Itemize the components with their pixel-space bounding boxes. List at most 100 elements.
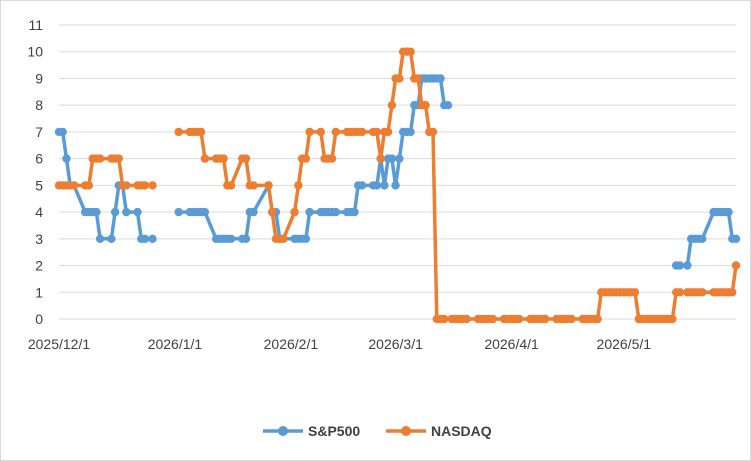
data-point-sp500: [62, 154, 71, 163]
legend-item-nasdaq: NASDAQ: [386, 423, 492, 439]
data-point-sp500: [698, 234, 707, 243]
data-point-sp500: [391, 181, 400, 190]
data-point-nasdaq: [95, 154, 105, 163]
legend-label: S&P500: [308, 423, 360, 439]
y-tick-label: 4: [35, 204, 43, 220]
x-tick-label: 2026/3/1: [368, 336, 423, 352]
data-point-nasdaq: [630, 288, 640, 297]
y-tick-label: 7: [35, 124, 43, 140]
y-tick-label: 10: [27, 44, 43, 60]
y-tick-label: 3: [35, 231, 43, 247]
x-tick-label: 2026/2/1: [264, 336, 319, 352]
data-point-sp500: [107, 234, 116, 243]
data-point-nasdaq: [148, 181, 157, 190]
data-point-sp500: [683, 261, 692, 270]
y-tick-label: 11: [28, 17, 43, 33]
data-point-nasdaq: [514, 314, 524, 324]
data-point-sp500: [731, 234, 741, 243]
data-point-sp500: [350, 207, 359, 217]
data-point-nasdaq: [327, 154, 337, 163]
data-point-nasdaq: [122, 181, 131, 190]
y-tick-label: 6: [35, 151, 43, 167]
data-point-nasdaq: [383, 127, 393, 137]
data-point-sp500: [226, 234, 236, 243]
data-point-nasdaq: [675, 288, 685, 297]
data-point-nasdaq: [698, 288, 707, 297]
data-point-nasdaq: [357, 127, 367, 137]
data-point-sp500: [406, 127, 415, 137]
data-point-sp500: [436, 74, 445, 83]
data-point-nasdaq: [406, 47, 415, 56]
data-point-nasdaq: [264, 181, 273, 190]
y-tick-label: 1: [35, 284, 43, 300]
data-point-sp500: [200, 207, 210, 217]
data-point-nasdaq: [428, 127, 438, 137]
data-point-sp500: [372, 181, 382, 190]
data-point-sp500: [249, 207, 258, 217]
legend-label: NASDAQ: [431, 423, 492, 439]
data-point-nasdaq: [316, 127, 325, 137]
data-point-sp500: [92, 207, 101, 217]
legend-swatch-marker: [401, 426, 411, 436]
data-point-sp500: [395, 154, 404, 163]
data-point-sp500: [380, 181, 389, 190]
legend-swatch-marker: [278, 426, 288, 436]
data-point-nasdaq: [372, 127, 382, 137]
data-point-nasdaq: [413, 74, 423, 83]
data-point-sp500: [95, 234, 105, 243]
data-point-sp500: [241, 234, 251, 243]
data-point-sp500: [148, 234, 157, 243]
data-point-sp500: [387, 154, 397, 163]
data-point-nasdaq: [541, 314, 550, 324]
data-point-nasdaq: [114, 154, 124, 163]
data-point-nasdaq: [84, 181, 94, 190]
y-axis: 0 1 2 3 4 5 6 7 8 9 10 11: [27, 17, 43, 327]
x-tick-label: 2026/4/1: [484, 336, 539, 352]
data-point-nasdaq: [728, 288, 737, 297]
data-point-nasdaq: [174, 127, 183, 137]
y-tick-label: 5: [35, 177, 43, 193]
data-point-nasdaq: [376, 154, 385, 163]
data-point-nasdaq: [462, 314, 471, 324]
data-point-nasdaq: [731, 261, 741, 270]
data-point-nasdaq: [421, 101, 430, 110]
data-point-sp500: [301, 234, 311, 243]
series-group: [54, 47, 741, 324]
data-point-sp500: [443, 101, 453, 110]
y-tick-label: 8: [35, 97, 43, 113]
y-tick-label: 9: [35, 70, 43, 86]
data-point-sp500: [110, 207, 120, 217]
data-point-nasdaq: [249, 181, 258, 190]
data-point-nasdaq: [593, 314, 602, 324]
data-point-nasdaq: [219, 154, 228, 163]
data-point-nasdaq: [331, 127, 340, 137]
series-sp500: [54, 74, 741, 270]
data-point-sp500: [133, 207, 142, 217]
data-point-nasdaq: [294, 181, 303, 190]
data-point-nasdaq: [140, 181, 150, 190]
data-point-nasdaq: [488, 314, 498, 324]
x-tick-label: 2026/1/1: [148, 336, 203, 352]
data-point-nasdaq: [395, 74, 404, 83]
data-point-nasdaq: [301, 154, 311, 163]
data-point-nasdaq: [305, 127, 314, 137]
data-point-sp500: [174, 207, 183, 217]
data-point-nasdaq: [241, 154, 251, 163]
data-point-nasdaq: [69, 181, 79, 190]
legend-item-sp500: S&P500: [263, 423, 360, 439]
data-point-nasdaq: [196, 127, 206, 137]
data-point-nasdaq: [226, 181, 236, 190]
data-point-nasdaq: [200, 154, 210, 163]
data-point-nasdaq: [387, 101, 397, 110]
data-point-sp500: [675, 261, 685, 270]
data-point-nasdaq: [279, 234, 288, 243]
series-nasdaq: [54, 47, 741, 324]
y-tick-label: 0: [35, 311, 43, 327]
data-point-nasdaq: [567, 314, 576, 324]
x-tick-label: 2026/5/1: [597, 336, 652, 352]
data-point-sp500: [58, 127, 67, 137]
data-point-nasdaq: [268, 207, 277, 217]
data-point-sp500: [122, 207, 131, 217]
data-point-sp500: [140, 234, 150, 243]
